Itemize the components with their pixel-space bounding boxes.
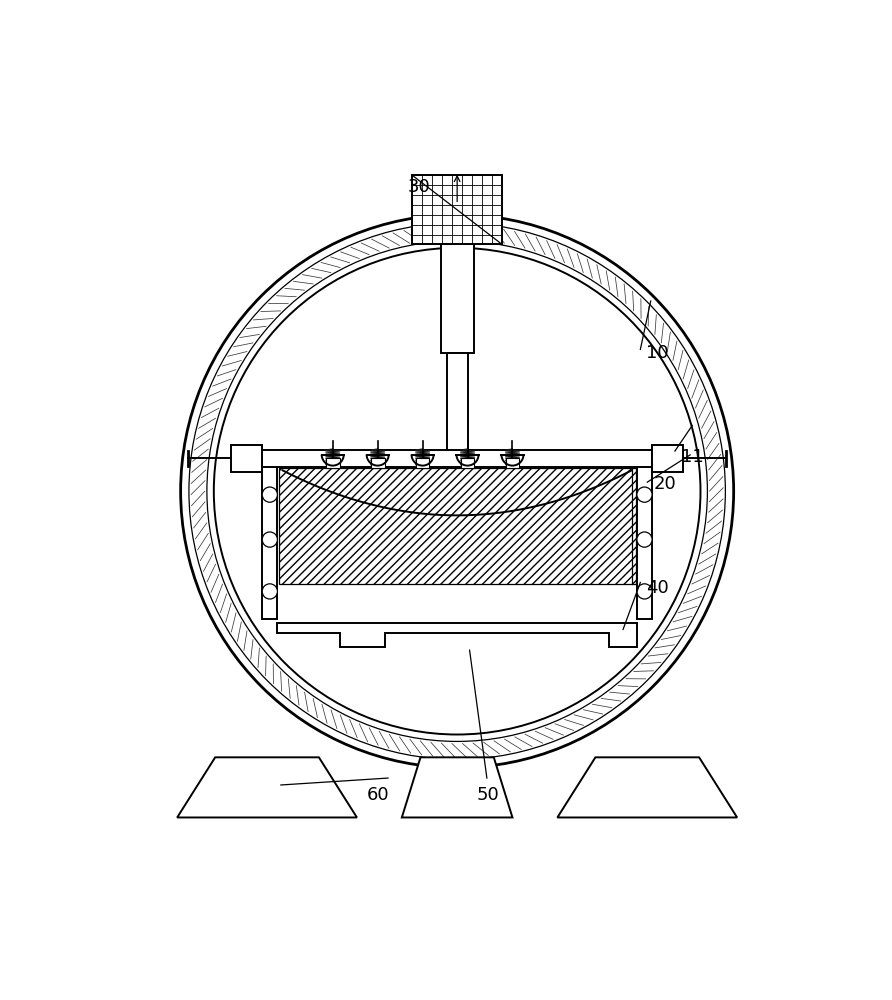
Circle shape <box>637 487 652 502</box>
Bar <box>416 458 430 468</box>
Bar <box>371 458 384 468</box>
Text: 11: 11 <box>681 448 704 466</box>
Polygon shape <box>178 757 357 817</box>
Circle shape <box>174 208 740 775</box>
Text: 30: 30 <box>408 178 431 196</box>
Polygon shape <box>277 623 637 647</box>
Bar <box>412 175 502 244</box>
Bar <box>441 244 474 353</box>
Circle shape <box>262 532 277 547</box>
Text: 10: 10 <box>647 344 669 362</box>
Bar <box>326 458 340 468</box>
Text: 40: 40 <box>646 579 669 597</box>
Bar <box>506 458 519 468</box>
Circle shape <box>262 584 277 599</box>
Bar <box>447 353 467 450</box>
Circle shape <box>637 584 652 599</box>
Bar <box>262 453 277 619</box>
Text: 20: 20 <box>653 475 676 493</box>
Polygon shape <box>558 757 737 817</box>
Text: 60: 60 <box>367 786 389 804</box>
Polygon shape <box>279 468 635 584</box>
Circle shape <box>262 487 277 502</box>
Text: 50: 50 <box>477 786 500 804</box>
Bar <box>231 445 262 472</box>
Bar <box>262 450 652 467</box>
Bar <box>637 453 652 619</box>
Bar <box>412 175 502 244</box>
Circle shape <box>637 532 652 547</box>
Circle shape <box>214 248 700 735</box>
Bar <box>460 458 475 468</box>
Bar <box>652 445 683 472</box>
Polygon shape <box>401 757 512 817</box>
